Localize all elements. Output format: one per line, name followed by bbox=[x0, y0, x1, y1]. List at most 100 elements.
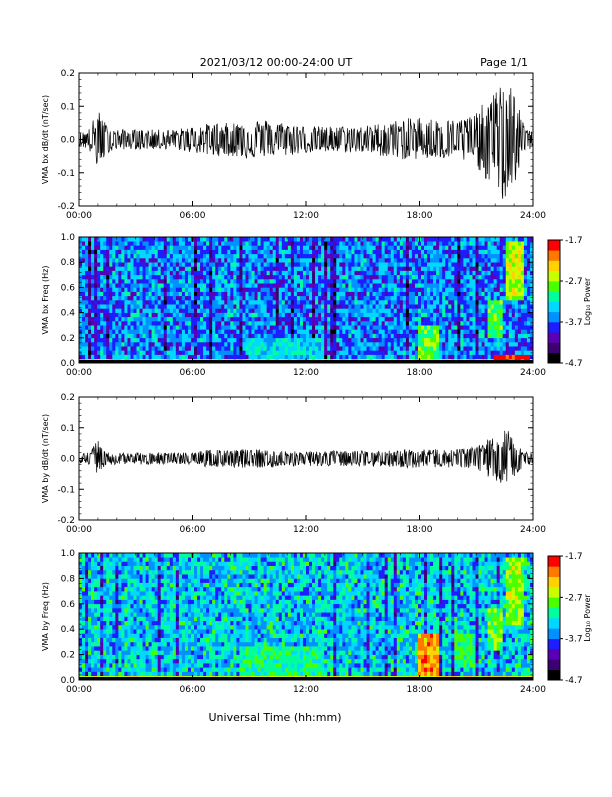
spectrogram-cell bbox=[345, 283, 348, 288]
spectrogram-cell bbox=[448, 287, 451, 292]
spectrogram-cell bbox=[164, 304, 167, 309]
spectrogram-cell bbox=[176, 325, 179, 330]
spectrogram-cell bbox=[524, 254, 527, 258]
x-tick-label: 12:00 bbox=[293, 525, 319, 535]
spectrogram-cell bbox=[354, 313, 357, 318]
x-tick-label: 00:00 bbox=[66, 525, 92, 535]
spectrogram-cell bbox=[270, 308, 273, 313]
spectrogram-cell bbox=[500, 262, 503, 267]
spectrogram-cell bbox=[412, 334, 415, 339]
spectrogram-cell bbox=[466, 245, 469, 250]
spectrogram-cell bbox=[309, 266, 312, 271]
spectrogram-cell bbox=[230, 266, 233, 271]
spectrogram-cell bbox=[491, 304, 494, 309]
spectrogram-cell bbox=[391, 266, 394, 271]
spectrogram-cell bbox=[312, 283, 315, 288]
spectrogram-cell bbox=[124, 313, 127, 318]
spectrogram-cell bbox=[309, 275, 312, 280]
spectrogram-cell bbox=[388, 279, 391, 284]
spectrogram-cell bbox=[509, 321, 512, 326]
spectrogram-cell bbox=[421, 283, 424, 288]
spectrogram-cell bbox=[245, 296, 248, 301]
spectrogram-cell bbox=[418, 329, 421, 334]
spectrogram-cell bbox=[515, 308, 518, 313]
spectrogram-cell bbox=[506, 313, 509, 318]
spectrogram-cell bbox=[427, 262, 430, 267]
spectrogram-cell bbox=[409, 266, 412, 271]
spectrogram-cell bbox=[236, 350, 239, 355]
spectrogram-cell bbox=[400, 329, 403, 334]
spectrogram-cell bbox=[482, 262, 485, 267]
spectrogram-cell bbox=[179, 283, 182, 288]
spectrogram-cell bbox=[227, 313, 230, 318]
spectrogram-cell bbox=[406, 325, 409, 330]
spectrogram-cell bbox=[324, 254, 327, 258]
spectrogram-cell bbox=[400, 334, 403, 339]
spectrogram-cell bbox=[206, 241, 209, 246]
spectrogram-cell bbox=[248, 245, 251, 250]
spectrogram-cell bbox=[509, 300, 512, 305]
spectrogram-cell bbox=[94, 262, 97, 267]
spectrogram-cell bbox=[433, 350, 436, 355]
spectrogram-cell bbox=[152, 329, 155, 334]
spectrogram-cell bbox=[85, 650, 88, 655]
spectrogram-cell bbox=[518, 296, 521, 301]
spectrogram-cell bbox=[285, 350, 288, 355]
spectrogram-cell bbox=[512, 250, 515, 255]
spectrogram-cell bbox=[209, 254, 212, 258]
spectrogram-cell bbox=[385, 355, 388, 360]
spectrogram-cell bbox=[224, 355, 227, 360]
spectrogram-cell bbox=[391, 304, 394, 309]
spectrogram-cell bbox=[82, 629, 85, 634]
spectrogram-cell bbox=[469, 296, 472, 301]
spectrogram-cell bbox=[82, 655, 85, 660]
spectrogram-cell bbox=[451, 271, 454, 276]
spectrogram-cell bbox=[388, 262, 391, 267]
spectrogram-cell bbox=[109, 346, 112, 351]
spectrogram-cell bbox=[248, 338, 251, 343]
spectrogram-cell bbox=[185, 296, 188, 301]
spectrogram-cell bbox=[497, 325, 500, 330]
spectrogram-cell bbox=[167, 245, 170, 250]
spectrogram-cell bbox=[515, 325, 518, 330]
spectrogram-cell bbox=[403, 245, 406, 250]
spectrogram-cell bbox=[336, 321, 339, 326]
spectrogram-cell bbox=[491, 338, 494, 343]
spectrogram-cell bbox=[155, 275, 158, 280]
spectrogram-cell bbox=[400, 304, 403, 309]
spectrogram-cell bbox=[276, 317, 279, 322]
spectrogram-cell bbox=[430, 241, 433, 246]
spectrogram-cell bbox=[242, 317, 245, 322]
spectrogram-cell bbox=[342, 334, 345, 339]
spectrogram-cell bbox=[394, 342, 397, 347]
spectrogram-cell bbox=[491, 250, 494, 255]
spectrogram-cell bbox=[300, 241, 303, 246]
spectrogram-cell bbox=[82, 604, 85, 609]
spectrogram-cell bbox=[460, 245, 463, 250]
spectrogram-cell bbox=[412, 283, 415, 288]
spectrogram-cell bbox=[318, 329, 321, 334]
spectrogram-cell bbox=[475, 321, 478, 326]
spectrogram-cell bbox=[388, 250, 391, 255]
spectrogram-cell bbox=[439, 317, 442, 322]
spectrogram-cell bbox=[524, 241, 527, 246]
spectrogram-cell bbox=[218, 258, 221, 263]
spectrogram-cell bbox=[245, 338, 248, 343]
spectrogram-cell bbox=[130, 237, 133, 242]
spectrogram-cell bbox=[385, 350, 388, 355]
spectrogram-cell bbox=[472, 304, 475, 309]
spectrogram-cell bbox=[227, 308, 230, 313]
spectrogram-cell bbox=[230, 254, 233, 258]
spectrogram-cell bbox=[146, 325, 149, 330]
spectrogram-cell bbox=[112, 346, 115, 351]
spectrogram-cell bbox=[149, 334, 152, 339]
spectrogram-cell bbox=[421, 342, 424, 347]
spectrogram-cell bbox=[485, 325, 488, 330]
spectrogram-cell bbox=[436, 237, 439, 242]
spectrogram-cell bbox=[252, 237, 255, 242]
spectrogram-cell bbox=[463, 266, 466, 271]
spectrogram-cell bbox=[500, 304, 503, 309]
spectrogram-cell bbox=[427, 237, 430, 242]
spectrogram-cell bbox=[158, 334, 161, 339]
spectrogram-cell bbox=[439, 279, 442, 284]
